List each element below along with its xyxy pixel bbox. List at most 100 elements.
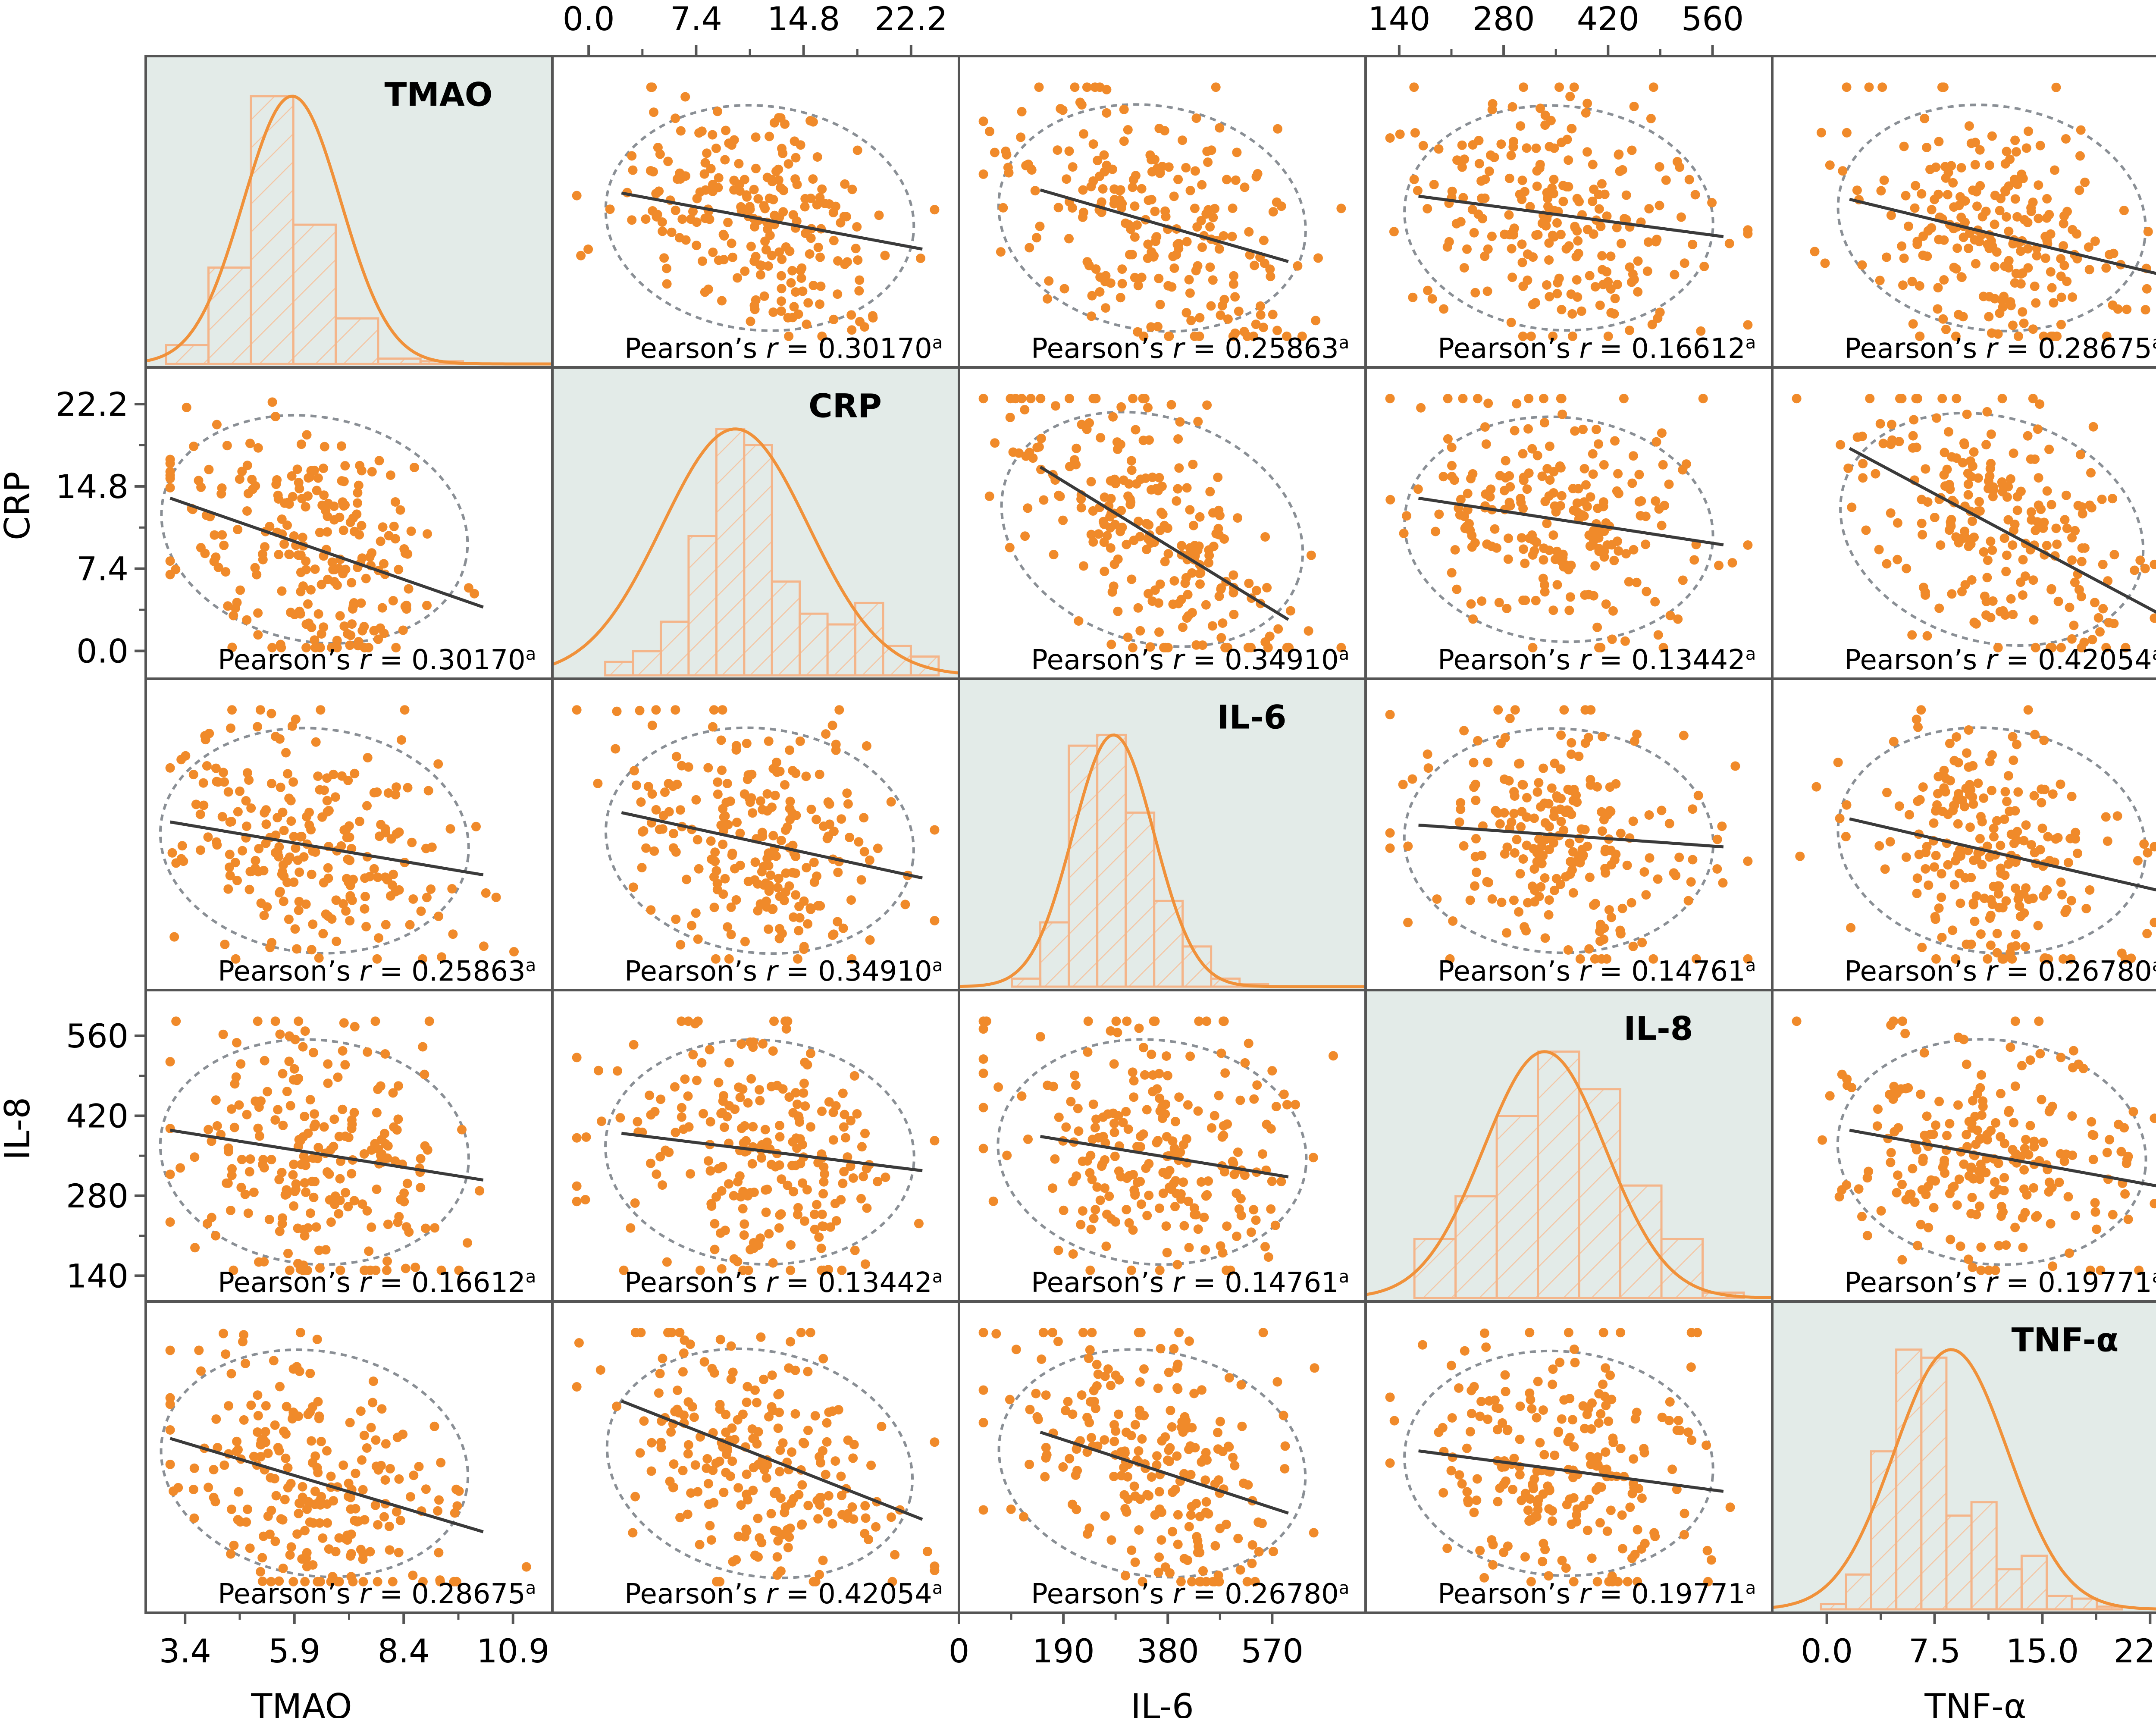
data-point (301, 565, 311, 574)
data-point (2043, 954, 2053, 964)
data-point (219, 777, 229, 787)
data-point (1501, 1387, 1510, 1396)
data-point (1975, 834, 1985, 843)
data-point (1273, 124, 1282, 134)
data-point (1598, 265, 1607, 275)
regression-line (1039, 466, 1289, 621)
data-point (1090, 1123, 1100, 1132)
data-point (1520, 1552, 1530, 1562)
data-point (422, 601, 432, 611)
data-point (278, 1563, 288, 1573)
data-point (1025, 1404, 1035, 1414)
data-point (1155, 1265, 1165, 1275)
data-point (1986, 536, 1996, 546)
data-point (346, 1492, 356, 1502)
data-point (771, 851, 781, 861)
data-point (1633, 256, 1643, 266)
data-point (1564, 605, 1574, 615)
data-point (717, 765, 727, 775)
data-point (175, 1163, 185, 1173)
data-point (2015, 901, 2024, 911)
data-point (1187, 1502, 1197, 1511)
data-point (1636, 1544, 1646, 1554)
data-point (1232, 147, 1242, 157)
data-point (1583, 841, 1592, 851)
data-point (283, 1248, 293, 1258)
data-point (323, 527, 332, 537)
data-point (803, 1426, 813, 1435)
data-point (331, 1547, 341, 1557)
data-point (1858, 473, 1868, 483)
data-point (353, 488, 363, 498)
data-point (1688, 804, 1698, 814)
data-point (416, 1154, 426, 1163)
data-point (273, 1105, 283, 1115)
data-point (1601, 1401, 1611, 1411)
data-point (815, 299, 824, 309)
data-point (1183, 589, 1193, 599)
data-point (388, 596, 398, 605)
data-point (812, 1200, 822, 1210)
data-point (1070, 1070, 1080, 1080)
data-point (1124, 1171, 1134, 1181)
data-point (675, 1328, 685, 1338)
data-point (1893, 555, 1902, 564)
data-point (638, 827, 647, 837)
data-point (1955, 845, 1965, 855)
data-point (1142, 519, 1151, 529)
data-point (842, 788, 852, 798)
data-point (688, 207, 698, 216)
data-point (253, 608, 263, 618)
data-point (1206, 145, 1216, 155)
pearson-r-label: Pearson’s r = 0.34910a (1031, 644, 1349, 676)
data-point (1084, 1418, 1094, 1428)
data-point (1924, 880, 1934, 890)
data-point (1834, 1192, 1844, 1202)
data-point (285, 549, 295, 559)
data-point (990, 438, 1000, 448)
data-point (1193, 1106, 1203, 1116)
data-point (831, 740, 841, 749)
data-point (1063, 1397, 1073, 1407)
data-point (779, 185, 789, 195)
data-point (1643, 237, 1653, 247)
data-point (227, 1505, 236, 1514)
data-point (1173, 1539, 1183, 1549)
histogram-bar (1920, 1356, 1948, 1611)
data-point (817, 1265, 827, 1275)
data-point (1841, 832, 1851, 842)
data-point (1568, 331, 1577, 341)
data-point (1548, 188, 1558, 198)
data-point (1604, 1577, 1614, 1586)
data-point (1593, 1452, 1603, 1462)
data-point (1629, 275, 1639, 285)
data-point (1504, 471, 1514, 481)
data-point (865, 855, 874, 865)
histogram-bar (715, 428, 746, 677)
data-point (1438, 1423, 1448, 1433)
data-point (808, 1577, 818, 1586)
data-point (1162, 1051, 1171, 1061)
data-point (1540, 873, 1550, 883)
data-point (1459, 263, 1469, 273)
data-point (1939, 235, 1949, 245)
data-point (798, 286, 808, 296)
data-point (380, 824, 390, 834)
data-point (196, 1366, 206, 1376)
data-point (649, 167, 658, 177)
data-point (740, 266, 750, 276)
data-point (1178, 622, 1188, 632)
data-point (379, 559, 389, 569)
data-point (379, 628, 389, 638)
data-point (838, 1088, 848, 1098)
data-point (1100, 1435, 1109, 1445)
data-point (1087, 291, 1097, 301)
data-point (1550, 1450, 1560, 1460)
confidence-ellipse (604, 1038, 915, 1266)
data-point (718, 229, 728, 239)
data-point (813, 1158, 823, 1168)
data-point (658, 1354, 667, 1364)
data-point (171, 1016, 181, 1026)
data-point (852, 222, 862, 232)
